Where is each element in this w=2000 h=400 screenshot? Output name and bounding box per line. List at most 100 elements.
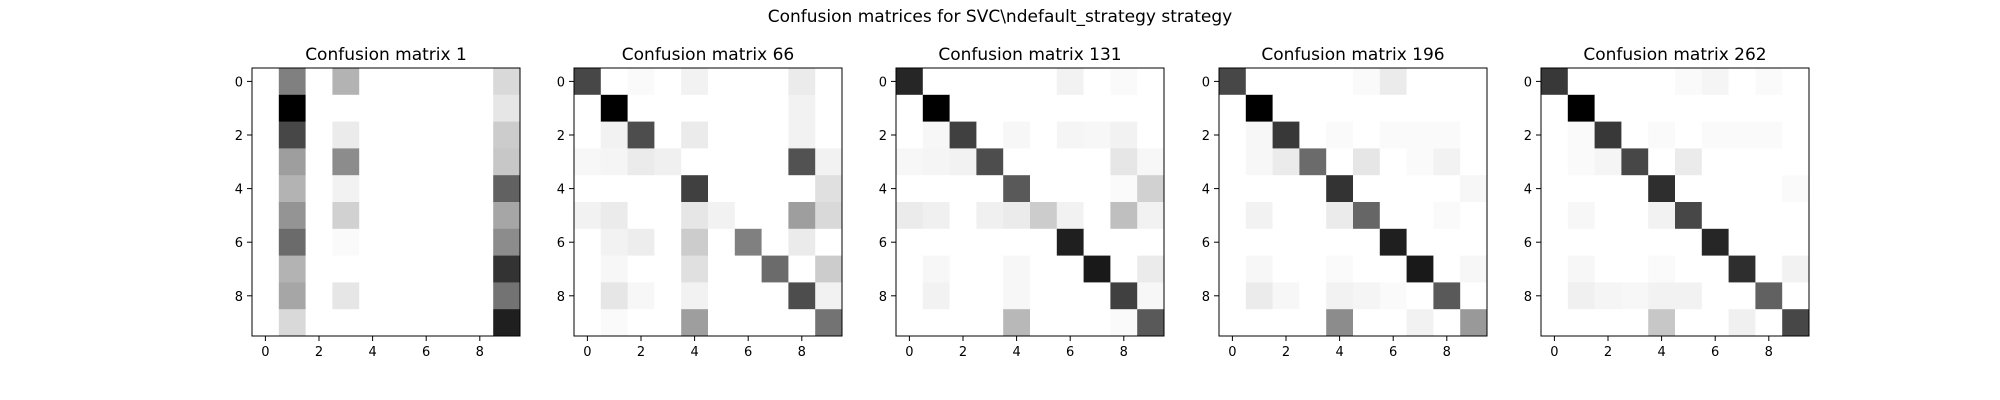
heatmap-cell bbox=[1219, 68, 1247, 96]
heatmap-cell bbox=[1567, 175, 1595, 203]
heatmap-cell bbox=[1003, 202, 1031, 230]
heatmap-cell bbox=[600, 94, 628, 122]
heatmap-cell bbox=[1701, 309, 1729, 337]
y-tick-label: 4 bbox=[235, 183, 243, 198]
heatmap-cell bbox=[1594, 68, 1622, 96]
heatmap-cell bbox=[332, 94, 360, 122]
heatmap-cell bbox=[1219, 202, 1247, 230]
heatmap-cell bbox=[252, 148, 280, 176]
heatmap-cell bbox=[386, 282, 414, 310]
heatmap-cell bbox=[708, 68, 736, 96]
heatmap-cell bbox=[1219, 228, 1247, 256]
heatmap-cell bbox=[1621, 175, 1649, 203]
heatmap-cell bbox=[1594, 228, 1622, 256]
heatmap-cell bbox=[1728, 175, 1756, 203]
x-tick-label: 6 bbox=[1389, 345, 1397, 360]
heatmap-cell bbox=[1701, 282, 1729, 310]
heatmap-cell bbox=[1675, 255, 1703, 283]
heatmap-cell bbox=[412, 202, 440, 230]
heatmap-cell bbox=[1541, 309, 1569, 337]
heatmap-cell bbox=[654, 309, 682, 337]
heatmap-cell bbox=[1110, 202, 1138, 230]
heatmap-cell bbox=[359, 309, 387, 337]
x-tick-label: 0 bbox=[1228, 345, 1236, 360]
heatmap-cell bbox=[1003, 309, 1031, 337]
heatmap-cell bbox=[466, 68, 494, 96]
heatmap-cell bbox=[493, 228, 521, 256]
heatmap-cell bbox=[1299, 68, 1327, 96]
y-tick-label: 0 bbox=[235, 75, 243, 90]
heatmap-cell bbox=[1245, 255, 1273, 283]
heatmap-cell bbox=[788, 309, 816, 337]
heatmap-cell bbox=[1110, 255, 1138, 283]
heatmap-cell bbox=[1137, 309, 1165, 337]
heatmap-cell bbox=[1541, 175, 1569, 203]
heatmap-cell bbox=[1272, 94, 1300, 122]
heatmap-cell bbox=[1299, 255, 1327, 283]
heatmap-cell bbox=[1755, 68, 1783, 96]
y-tick-label: 2 bbox=[879, 129, 887, 144]
heatmap-cell bbox=[1567, 121, 1595, 149]
heatmap-cell bbox=[359, 175, 387, 203]
heatmap-cell bbox=[332, 68, 360, 96]
heatmap-cell bbox=[1728, 94, 1756, 122]
heatmap-cell bbox=[922, 121, 950, 149]
heatmap-cell bbox=[627, 202, 655, 230]
panel-title: Confusion matrix 131 bbox=[938, 45, 1121, 65]
heatmap-cell bbox=[1056, 175, 1084, 203]
heatmap-cell bbox=[708, 175, 736, 203]
y-tick-label: 4 bbox=[879, 183, 887, 198]
heatmap-cell bbox=[976, 175, 1004, 203]
heatmap-cell bbox=[654, 148, 682, 176]
x-tick-label: 6 bbox=[1711, 345, 1719, 360]
x-tick-label: 2 bbox=[315, 345, 323, 360]
heatmap-cell bbox=[1353, 228, 1381, 256]
x-tick-label: 0 bbox=[261, 345, 269, 360]
heatmap-cell bbox=[1272, 255, 1300, 283]
heatmap-cell bbox=[1541, 228, 1569, 256]
heatmap-cell bbox=[386, 228, 414, 256]
heatmap-cell bbox=[1755, 148, 1783, 176]
heatmap-cell bbox=[1245, 121, 1273, 149]
heatmap-cell bbox=[681, 255, 709, 283]
heatmap-cell bbox=[815, 68, 843, 96]
y-tick-label: 6 bbox=[879, 236, 887, 251]
heatmap-cell bbox=[600, 255, 628, 283]
heatmap-cell bbox=[788, 228, 816, 256]
heatmap-cell bbox=[1782, 255, 1810, 283]
heatmap-cell bbox=[439, 148, 467, 176]
heatmap-cell bbox=[574, 175, 602, 203]
heatmap-cell bbox=[1567, 68, 1595, 96]
heatmap-cell bbox=[815, 202, 843, 230]
heatmap-cell bbox=[493, 309, 521, 337]
heatmap-cell bbox=[1433, 255, 1461, 283]
heatmap-cell bbox=[1755, 282, 1783, 310]
heatmap-cell bbox=[949, 148, 977, 176]
heatmap-cell bbox=[1460, 255, 1488, 283]
heatmap-cell bbox=[949, 282, 977, 310]
heatmap-cell bbox=[1755, 309, 1783, 337]
heatmap-cell bbox=[734, 202, 762, 230]
heatmap-cell bbox=[1567, 148, 1595, 176]
heatmap-cell bbox=[600, 68, 628, 96]
heatmap-cell bbox=[1567, 202, 1595, 230]
heatmap-cell bbox=[1030, 68, 1058, 96]
heatmap-cell bbox=[1030, 309, 1058, 337]
heatmap-cell bbox=[761, 228, 789, 256]
heatmap-cell bbox=[1433, 309, 1461, 337]
heatmap-cell bbox=[574, 121, 602, 149]
heatmap-cell bbox=[386, 309, 414, 337]
heatmap-cell bbox=[1056, 228, 1084, 256]
heatmap-cell bbox=[1782, 148, 1810, 176]
heatmap-cell bbox=[1648, 148, 1676, 176]
heatmap-cell bbox=[1056, 148, 1084, 176]
heatmap-cell bbox=[1219, 121, 1247, 149]
y-tick-label: 6 bbox=[1202, 236, 1210, 251]
heatmap-cell bbox=[1594, 94, 1622, 122]
heatmap-cell bbox=[681, 282, 709, 310]
heatmap-cell bbox=[949, 228, 977, 256]
heatmap-cell bbox=[1541, 68, 1569, 96]
heatmap-cell bbox=[681, 202, 709, 230]
heatmap-cell bbox=[761, 255, 789, 283]
